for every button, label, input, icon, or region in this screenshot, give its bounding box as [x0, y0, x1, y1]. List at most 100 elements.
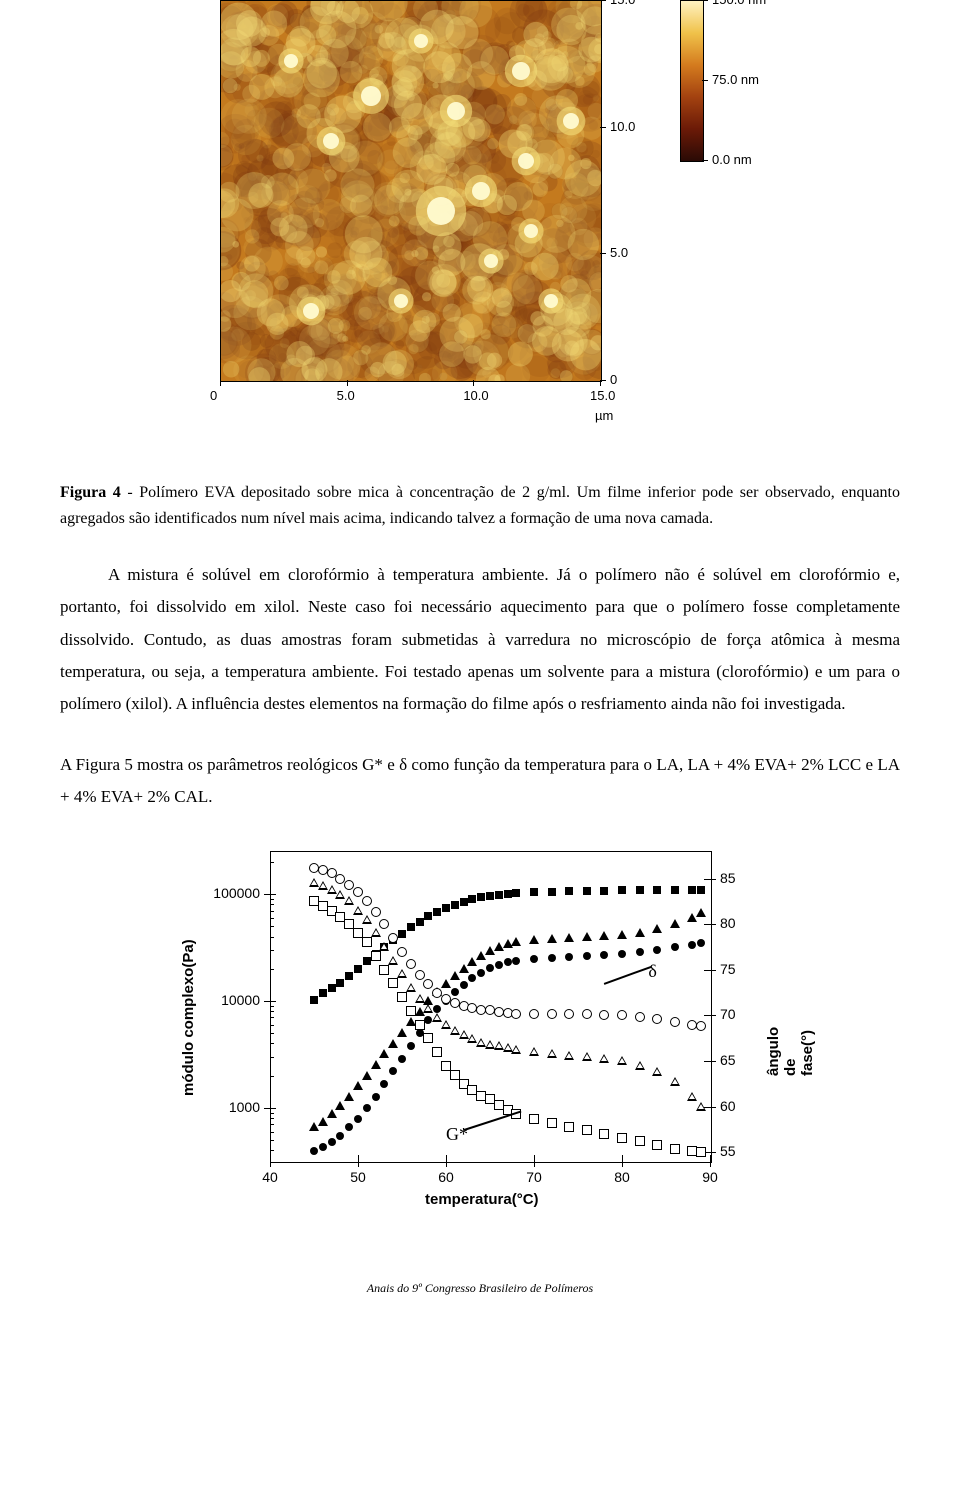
marker-G*-circle-filled: [653, 946, 661, 954]
marker-G*-square-filled: [310, 996, 318, 1004]
marker-G*-triangle-filled: [652, 924, 662, 933]
marker-delta-square-open: [371, 951, 381, 961]
rheology-chart: 405060708090temperatura(°C)1000100001000…: [160, 841, 800, 1221]
marker-G*-square-filled: [565, 887, 573, 895]
paragraph-2: A Figura 5 mostra os parâmetros reológic…: [60, 749, 900, 814]
marker-G*-circle-filled: [495, 961, 503, 969]
marker-G*-square-filled: [319, 989, 327, 997]
marker-G*-square-filled: [486, 892, 494, 900]
marker-G*-square-filled: [460, 898, 468, 906]
marker-delta-square-open: [564, 1122, 574, 1132]
marker-delta-triangle-open: [353, 906, 363, 915]
marker-delta-circle-open: [582, 1009, 592, 1019]
marker-G*-circle-filled: [354, 1115, 362, 1123]
marker-delta-circle-open: [353, 887, 363, 897]
marker-delta-circle-open: [529, 1009, 539, 1019]
afm-colorbar-label: 75.0 nm: [712, 72, 759, 87]
marker-delta-square-open: [599, 1129, 609, 1139]
marker-delta-triangle-open: [652, 1067, 662, 1076]
marker-G*-circle-filled: [319, 1143, 327, 1151]
afm-image: [220, 0, 602, 382]
marker-G*-triangle-filled: [353, 1081, 363, 1090]
marker-G*-circle-filled: [583, 952, 591, 960]
afm-xtick-label: 10.0: [463, 388, 488, 403]
marker-G*-triangle-filled: [582, 932, 592, 941]
marker-G*-square-filled: [442, 904, 450, 912]
marker-G*-circle-filled: [618, 950, 626, 958]
marker-G*-square-filled: [424, 912, 432, 920]
marker-G*-circle-filled: [407, 1042, 415, 1050]
marker-delta-triangle-open: [599, 1054, 609, 1063]
marker-delta-square-open: [415, 1020, 425, 1030]
marker-delta-circle-open: [617, 1010, 627, 1020]
marker-G*-circle-filled: [548, 954, 556, 962]
paragraph-1: A mistura é solúvel em clorofórmio à tem…: [60, 559, 900, 720]
marker-G*-triangle-filled: [388, 1039, 398, 1048]
marker-G*-circle-filled: [424, 1016, 432, 1024]
xtick-label: 60: [431, 1169, 461, 1185]
marker-G*-square-filled: [363, 957, 371, 965]
yr-tick-label: 65: [720, 1052, 736, 1068]
marker-delta-triangle-open: [687, 1092, 697, 1101]
marker-G*-square-filled: [433, 908, 441, 916]
marker-delta-square-open: [397, 992, 407, 1002]
marker-G*-triangle-filled: [564, 933, 574, 942]
afm-ytick-label: 15.0: [610, 0, 635, 7]
marker-G*-square-filled: [671, 886, 679, 894]
marker-delta-circle-open: [379, 919, 389, 929]
afm-ytick-label: 10.0: [610, 119, 635, 134]
marker-G*-triangle-filled: [397, 1028, 407, 1037]
marker-delta-triangle-open: [406, 983, 416, 992]
marker-delta-circle-open: [599, 1010, 609, 1020]
marker-G*-triangle-filled: [344, 1092, 354, 1101]
marker-G*-square-filled: [618, 886, 626, 894]
marker-delta-triangle-open: [696, 1102, 706, 1111]
marker-delta-circle-open: [344, 880, 354, 890]
marker-G*-square-filled: [548, 888, 556, 896]
marker-G*-square-filled: [354, 965, 362, 973]
marker-delta-circle-open: [362, 896, 372, 906]
marker-delta-triangle-open: [564, 1051, 574, 1060]
marker-G*-triangle-filled: [617, 930, 627, 939]
marker-delta-triangle-open: [379, 942, 389, 951]
afm-figure: 05.010.015.005.010.015.0µm150.0 nm75.0 n…: [180, 0, 780, 460]
marker-delta-triangle-open: [617, 1056, 627, 1065]
xtick-label: 90: [695, 1169, 725, 1185]
marker-delta-circle-open: [547, 1009, 557, 1019]
xtick-label: 70: [519, 1169, 549, 1185]
afm-ytick-label: 5.0: [610, 245, 628, 260]
marker-G*-circle-filled: [372, 1093, 380, 1101]
marker-G*-circle-filled: [600, 951, 608, 959]
marker-G*-square-filled: [495, 891, 503, 899]
marker-G*-triangle-filled: [362, 1071, 372, 1080]
marker-G*-circle-filled: [504, 958, 512, 966]
marker-G*-circle-filled: [310, 1147, 318, 1155]
afm-colorbar-label: 0.0 nm: [712, 152, 752, 167]
marker-G*-circle-filled: [336, 1132, 344, 1140]
marker-G*-square-filled: [336, 979, 344, 987]
marker-delta-triangle-open: [371, 928, 381, 937]
yl-tick-label: 100000: [190, 885, 260, 901]
marker-delta-triangle-open: [423, 1004, 433, 1013]
marker-delta-square-open: [652, 1140, 662, 1150]
marker-delta-square-open: [379, 965, 389, 975]
marker-G*-square-filled: [468, 895, 476, 903]
marker-G*-circle-filled: [486, 964, 494, 972]
yr-tick-label: 60: [720, 1098, 736, 1114]
marker-delta-circle-open: [397, 947, 407, 957]
marker-G*-triangle-filled: [670, 919, 680, 928]
marker-delta-square-open: [670, 1144, 680, 1154]
afm-colorbar: [680, 0, 704, 162]
marker-G*-triangle-filled: [635, 928, 645, 937]
figure4-caption-text: - Polímero EVA depositado sobre mica à c…: [60, 484, 900, 527]
marker-delta-circle-open: [388, 933, 398, 943]
marker-G*-circle-filled: [345, 1123, 353, 1131]
marker-G*-square-filled: [583, 887, 591, 895]
marker-delta-triangle-open: [670, 1077, 680, 1086]
yr-axis-title: ângulo de fase(°): [765, 1027, 816, 1076]
marker-G*-triangle-filled: [327, 1109, 337, 1118]
marker-delta-square-open: [406, 1006, 416, 1016]
marker-G*-square-filled: [451, 901, 459, 909]
marker-G*-square-filled: [600, 887, 608, 895]
marker-G*-square-filled: [636, 886, 644, 894]
